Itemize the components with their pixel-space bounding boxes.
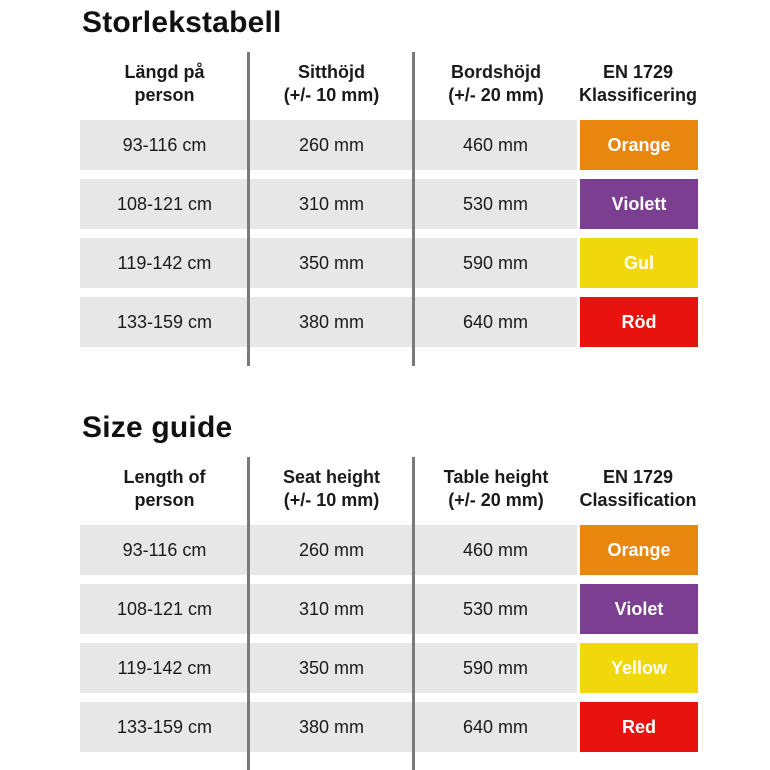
seat-height-cell: 350 mm: [298, 252, 365, 273]
header-length-of-person: Längd på person: [124, 62, 205, 105]
classification-badge: Red: [580, 702, 698, 752]
english-size-table: Length of person Seat height (+/- 10 mm)…: [80, 457, 698, 770]
column-divider: [412, 52, 415, 366]
table-height-cell: 530 mm: [462, 193, 529, 214]
table-row: 93-116 cm 260 mm 460 mm Orange: [80, 120, 698, 170]
length-cell: 133-159 cm: [116, 311, 213, 332]
length-cell: 93-116 cm: [122, 134, 207, 155]
header-length-of-person: Length of person: [123, 467, 206, 510]
classification-badge: Orange: [580, 120, 698, 170]
swedish-table-title: Storlekstabell: [82, 6, 282, 39]
classification-badge: Yellow: [580, 643, 698, 693]
table-header-row: Length of person Seat height (+/- 10 mm)…: [80, 457, 698, 515]
table-header-row: Längd på person Sitthöjd (+/- 10 mm) Bor…: [80, 52, 698, 110]
seat-height-cell: 380 mm: [298, 311, 365, 332]
swedish-size-table: Längd på person Sitthöjd (+/- 10 mm) Bor…: [80, 52, 698, 366]
length-cell: 119-142 cm: [117, 657, 212, 678]
seat-height-cell: 260 mm: [298, 539, 365, 560]
table-height-cell: 530 mm: [462, 598, 529, 619]
header-seat-height: Sitthöjd (+/- 10 mm): [283, 62, 380, 105]
table-height-cell: 640 mm: [462, 716, 529, 737]
table-height-cell: 640 mm: [462, 311, 529, 332]
classification-badge: Violet: [580, 584, 698, 634]
table-row: 119-142 cm 350 mm 590 mm Yellow: [80, 643, 698, 693]
column-divider: [247, 52, 250, 366]
header-table-height: Table height (+/- 20 mm): [443, 467, 549, 510]
length-cell: 133-159 cm: [116, 716, 213, 737]
length-cell: 93-116 cm: [122, 539, 207, 560]
seat-height-cell: 260 mm: [298, 134, 365, 155]
classification-badge: Violett: [580, 179, 698, 229]
table-height-cell: 590 mm: [462, 657, 529, 678]
seat-height-cell: 310 mm: [298, 193, 365, 214]
table-height-cell: 590 mm: [462, 252, 529, 273]
length-cell: 108-121 cm: [116, 193, 213, 214]
header-table-height: Bordshöjd (+/- 20 mm): [448, 62, 544, 105]
header-seat-height: Seat height (+/- 10 mm): [282, 467, 380, 510]
table-row: 108-121 cm 310 mm 530 mm Violett: [80, 179, 698, 229]
table-row: 108-121 cm 310 mm 530 mm Violet: [80, 584, 698, 634]
table-row: 119-142 cm 350 mm 590 mm Gul: [80, 238, 698, 288]
classification-badge: Röd: [580, 297, 698, 347]
header-en1729-classification: EN 1729 Classification: [579, 467, 697, 510]
table-row: 133-159 cm 380 mm 640 mm Röd: [80, 297, 698, 347]
column-divider: [247, 457, 250, 770]
length-cell: 119-142 cm: [117, 252, 212, 273]
seat-height-cell: 310 mm: [298, 598, 365, 619]
seat-height-cell: 350 mm: [298, 657, 365, 678]
classification-badge: Orange: [580, 525, 698, 575]
seat-height-cell: 380 mm: [298, 716, 365, 737]
column-divider: [412, 457, 415, 770]
length-cell: 108-121 cm: [116, 598, 213, 619]
table-height-cell: 460 mm: [462, 539, 529, 560]
table-height-cell: 460 mm: [462, 134, 529, 155]
table-row: 93-116 cm 260 mm 460 mm Orange: [80, 525, 698, 575]
english-table-title: Size guide: [82, 411, 233, 444]
classification-badge: Gul: [580, 238, 698, 288]
header-en1729-classification: EN 1729 Klassificering: [578, 62, 698, 105]
table-row: 133-159 cm 380 mm 640 mm Red: [80, 702, 698, 752]
